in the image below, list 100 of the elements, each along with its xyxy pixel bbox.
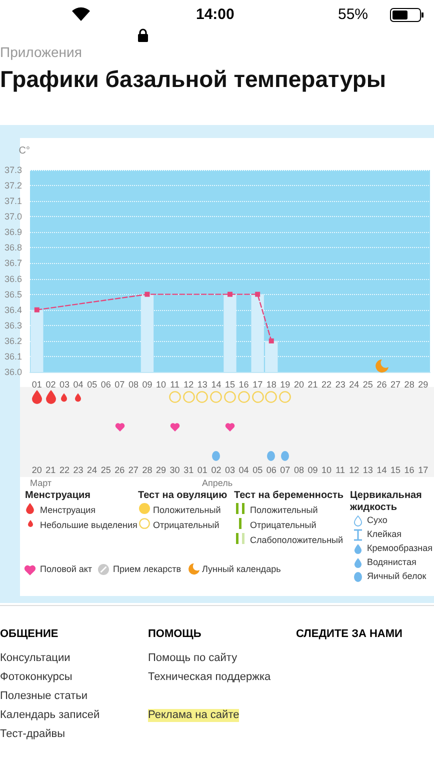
text: 13 — [362, 465, 374, 475]
text: Сухо — [367, 515, 388, 526]
y-tick-label: 36.4 — [4, 304, 22, 315]
x-tick-label: 01 — [32, 380, 42, 390]
text: Помощь по сайту — [148, 652, 238, 665]
text: 06 — [265, 465, 278, 475]
x-tick-label: 25 — [362, 380, 373, 390]
x-tick-label: 08 — [128, 380, 138, 390]
text: Техническая поддержка — [148, 671, 271, 684]
point — [228, 292, 232, 297]
y-tick-label: 36.5 — [4, 289, 22, 300]
x-tick-label: 17 — [252, 380, 263, 390]
text: Положительный — [250, 505, 318, 516]
x-tick-label: 18 — [266, 380, 276, 390]
point — [255, 292, 260, 297]
x-tick-label: 10 — [156, 380, 166, 390]
point — [34, 307, 40, 312]
text: Водянистая — [367, 557, 416, 568]
y-tick-label: 37.1 — [4, 196, 22, 206]
y-tick-label: 36.2 — [4, 336, 22, 346]
y-tick-label: 37.0 — [4, 212, 22, 222]
text: 25 — [100, 465, 112, 475]
x-tick-label: 09 — [142, 380, 152, 390]
y-axis-title: C° — [18, 146, 30, 156]
text: Яичный белок — [367, 571, 426, 582]
x-tick-label: 15 — [224, 380, 236, 390]
x-tick-label: 26 — [376, 380, 387, 390]
text: Половой акт — [40, 564, 92, 574]
text: Небольшие выделения — [40, 520, 138, 530]
x-tick-label: 13 — [197, 380, 208, 390]
text: 08 — [292, 465, 305, 475]
text: 09 — [306, 465, 319, 475]
text: 22 — [58, 465, 70, 475]
text: Слабоположительный — [250, 535, 344, 546]
x-tick-label: 29 — [418, 380, 428, 390]
text: 24 — [86, 465, 98, 475]
y-tick-label: 36.7 — [4, 258, 22, 268]
text: 03 — [224, 465, 236, 475]
text: 26 — [114, 465, 126, 475]
text: 23 — [72, 465, 84, 475]
x-tick-label: 28 — [404, 380, 414, 390]
x-tick-label: 14 — [211, 380, 222, 390]
text: 14:00 — [196, 6, 234, 24]
y-tick-label: 37.2 — [4, 180, 22, 191]
x-tick-label: 27 — [390, 380, 401, 390]
point — [268, 338, 274, 344]
text: Менструация — [40, 505, 96, 516]
text: ОБЩЕНИЕ — [0, 628, 58, 641]
x-tick-label: 21 — [308, 380, 318, 390]
text: 05 — [252, 465, 264, 475]
text: 31 — [182, 465, 195, 475]
x-tick-label: 07 — [114, 380, 125, 390]
x-tick-label: 20 — [294, 380, 304, 390]
text: Тест на беременность — [234, 490, 344, 502]
text: 29 — [155, 465, 168, 475]
text: Приложения — [0, 44, 82, 60]
x-tick-label: 24 — [349, 380, 360, 390]
y-tick-label: 37.3 — [4, 165, 22, 175]
text: 16 — [403, 465, 416, 475]
text: Консультации — [0, 652, 70, 665]
text: 28 — [141, 465, 154, 475]
x-tick-label: 19 — [280, 380, 290, 390]
y-tick-label: 36.0 — [4, 367, 22, 377]
text: Цервикальная жидкость — [350, 490, 423, 513]
text: 04 — [238, 465, 250, 475]
text: 21 — [44, 465, 57, 475]
x-tick-label: 16 — [238, 380, 249, 390]
text: Отрицательный — [153, 520, 220, 530]
text: Прием лекарств — [113, 564, 182, 574]
text: СЛЕДИТЕ ЗА НАМИ — [296, 628, 402, 641]
text: Лунный календарь — [202, 564, 281, 574]
text: 20 — [30, 465, 43, 475]
x-tick-label: 11 — [170, 380, 180, 390]
text: 14 — [376, 465, 388, 475]
text: Клейкая — [367, 529, 402, 540]
x-tick-label: 06 — [100, 380, 111, 390]
text: Календарь записей — [0, 709, 100, 722]
y-tick-label: 36.9 — [4, 227, 22, 238]
text: 27 — [127, 465, 140, 475]
text: 01 — [196, 465, 208, 475]
text: 07 — [279, 465, 292, 475]
text: Отрицательный — [250, 520, 316, 530]
chart-title: Графики базальной температуры — [0, 66, 386, 93]
x-tick-label: 03 — [59, 380, 70, 390]
text: Тест-драйвы — [0, 728, 65, 741]
text: 55% — [338, 6, 368, 24]
text: Кремообразная — [367, 543, 432, 554]
text: Положительный — [153, 505, 221, 516]
y-tick-label: 36.8 — [4, 242, 22, 253]
text: 30 — [168, 465, 181, 475]
y-tick-label: 36.1 — [4, 351, 22, 362]
text: 10 — [320, 465, 333, 475]
y-tick-label: 36.6 — [4, 274, 22, 284]
text: Менструация — [25, 490, 90, 502]
point — [144, 292, 150, 297]
x-tick-label: 05 — [87, 380, 98, 390]
text: 02 — [210, 465, 222, 475]
x-tick-label: 22 — [322, 380, 332, 390]
x-tick-label: 04 — [73, 380, 84, 390]
x-tick-label: 02 — [46, 380, 56, 390]
